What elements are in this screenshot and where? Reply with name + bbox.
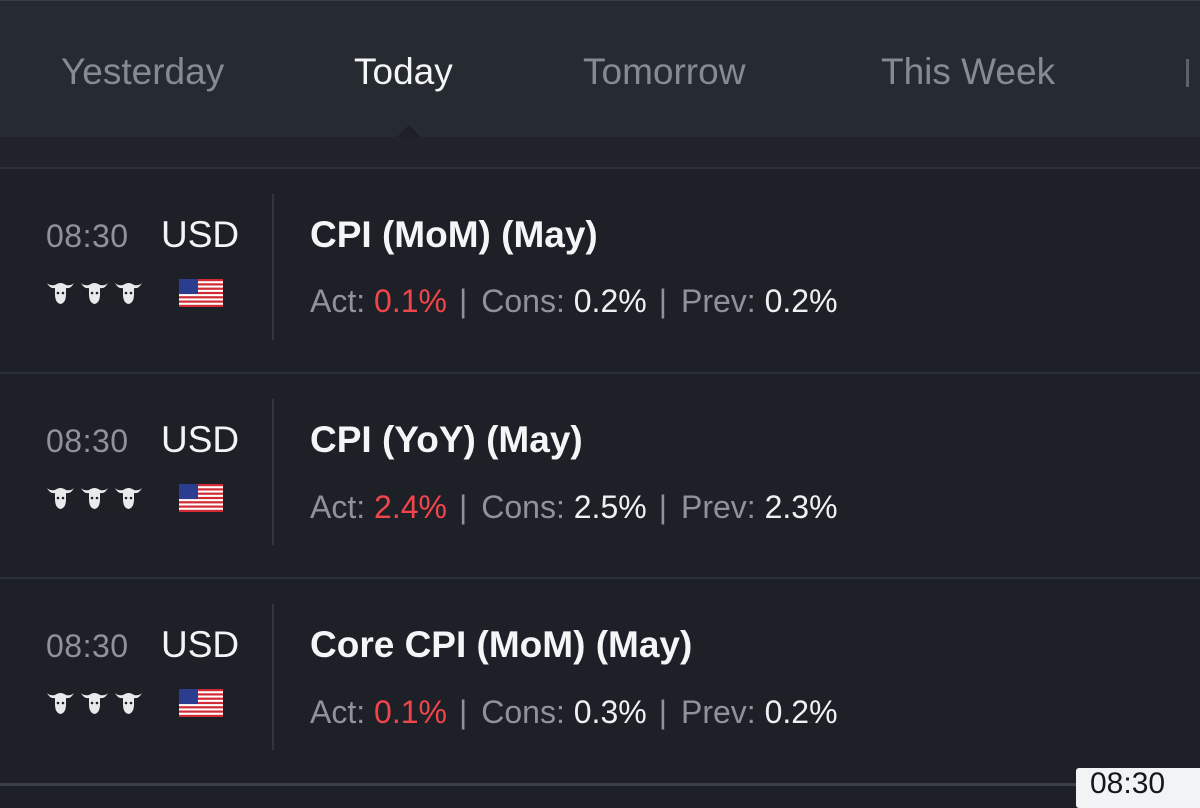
event-time: 08:30 — [46, 423, 129, 459]
consensus-label: Cons: — [481, 694, 565, 730]
us-flag-icon — [179, 279, 223, 307]
consensus-label: Cons: — [481, 489, 565, 525]
actual-value: 2.4% — [374, 489, 447, 525]
event-stats: Act: 0.1% | Cons: 0.2% | Prev: 0.2% — [310, 283, 838, 320]
previous-value: 0.2% — [764, 694, 838, 730]
event-stats: Act: 2.4% | Cons: 2.5% | Prev: 2.3% — [310, 489, 838, 526]
event-stats: Act: 0.1% | Cons: 0.3% | Prev: 0.2% — [310, 694, 838, 731]
previous-label: Prev: — [681, 489, 756, 525]
bull-icon — [81, 488, 108, 509]
consensus-value: 0.3% — [573, 694, 647, 730]
list-top-spacer — [0, 137, 1200, 168]
column-divider — [272, 399, 274, 545]
event-currency: USD — [161, 419, 240, 460]
column-divider — [272, 604, 274, 750]
importance-rating — [46, 484, 143, 510]
date-tabs: Yesterday Today Tomorrow This Week — [0, 0, 1200, 138]
bull-icon — [81, 693, 108, 714]
actual-value: 0.1% — [374, 694, 447, 730]
importance-rating — [46, 689, 143, 715]
event-title: CPI (MoM) (May) — [310, 214, 598, 255]
bull-icon — [115, 488, 142, 509]
event-row[interactable]: 08:30 USD Core CPI (MoM) (May) Act: 0.1%… — [0, 604, 1200, 808]
bull-icon — [115, 693, 142, 714]
us-flag-icon — [179, 484, 223, 512]
consensus-label: Cons: — [481, 283, 565, 319]
event-row[interactable]: 08:30 USD CPI (MoM) (May) Act: 0.1% | Cons… — [0, 194, 1200, 398]
bull-icon — [81, 283, 108, 304]
previous-label: Prev: — [681, 283, 756, 319]
actual-label: Act: — [310, 489, 366, 525]
event-title: CPI (YoY) (May) — [310, 419, 583, 460]
tab-yesterday[interactable]: Yesterday — [61, 51, 225, 92]
actual-value: 0.1% — [374, 283, 447, 319]
tab-tomorrow[interactable]: Tomorrow — [583, 51, 746, 92]
row-divider — [0, 167, 1200, 169]
bull-icon — [47, 283, 74, 304]
event-time: 08:30 — [46, 218, 129, 254]
us-flag-icon — [179, 689, 223, 717]
bull-icon — [115, 283, 142, 304]
event-row[interactable]: 08:30 USD CPI (YoY) (May) Act: 2.4% | Cons… — [0, 399, 1200, 603]
consensus-value: 0.2% — [573, 283, 647, 319]
tab-next-partial[interactable] — [1186, 59, 1189, 87]
tab-this-week[interactable]: This Week — [881, 51, 1056, 92]
previous-label: Prev: — [681, 694, 756, 730]
bull-icon — [47, 488, 74, 509]
row-divider — [0, 577, 1200, 579]
actual-label: Act: — [310, 283, 366, 319]
current-time-badge: 08:30 — [1076, 768, 1200, 808]
event-title: Core CPI (MoM) (May) — [310, 624, 693, 665]
timeline-bar — [0, 783, 1200, 786]
stat-separator: | — [658, 283, 667, 319]
previous-value: 2.3% — [764, 489, 838, 525]
stat-separator: | — [658, 489, 667, 525]
actual-label: Act: — [310, 694, 366, 730]
stat-separator: | — [658, 694, 667, 730]
stat-separator: | — [458, 283, 468, 319]
tab-today[interactable]: Today — [354, 51, 453, 92]
importance-rating — [46, 279, 143, 305]
consensus-value: 2.5% — [573, 489, 647, 525]
row-divider — [0, 372, 1200, 374]
event-time: 08:30 — [46, 628, 129, 664]
stat-separator: | — [458, 489, 468, 525]
previous-value: 0.2% — [764, 283, 838, 319]
active-tab-indicator — [396, 125, 422, 138]
event-currency: USD — [161, 624, 240, 665]
bull-icon — [47, 693, 74, 714]
column-divider — [272, 194, 274, 340]
stat-separator: | — [458, 694, 468, 730]
event-currency: USD — [161, 214, 240, 255]
